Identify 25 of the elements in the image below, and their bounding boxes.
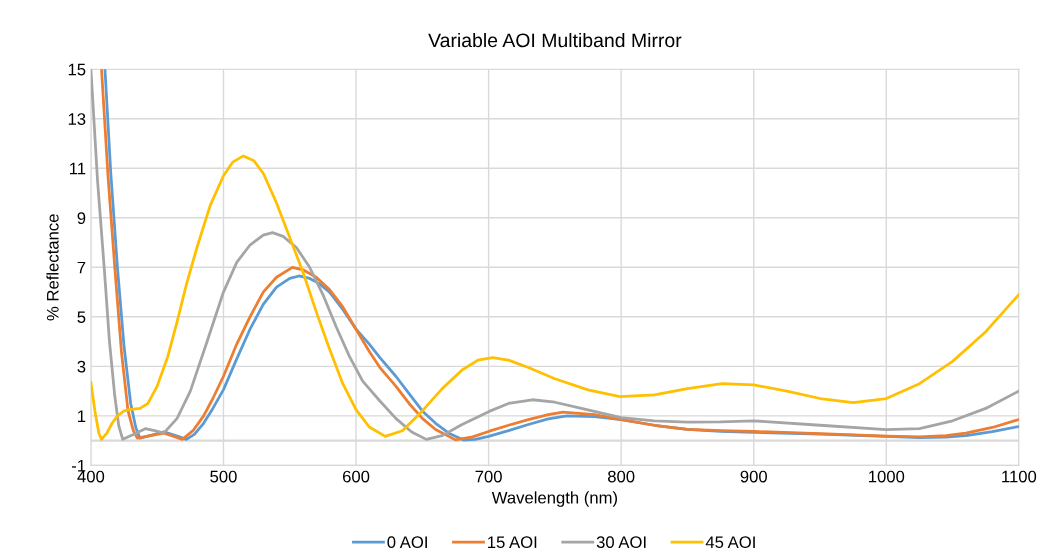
legend-label: 0 AOI [387, 536, 427, 549]
y-axis-title: % Reflectance [46, 214, 59, 321]
x-tick-label: 700 [475, 470, 502, 483]
x-tick-label: 1100 [1002, 470, 1037, 483]
chart-title: Variable AOI Multiband Mirror [428, 32, 682, 48]
y-tick-label: 9 [77, 212, 86, 224]
y-tick-label: 1 [78, 410, 86, 422]
legend-label: 15 AOI [488, 536, 537, 549]
x-tick-label: 1000 [869, 470, 905, 483]
y-tick-label: -1 [71, 459, 86, 472]
x-tick-label: 500 [210, 470, 237, 483]
y-tick-label: 13 [68, 113, 86, 125]
y-tick-label: 11 [70, 162, 86, 175]
y-tick-label: 3 [77, 360, 86, 373]
legend-label: 45 AOI [705, 536, 755, 549]
x-tick-label: 900 [740, 470, 767, 483]
x-axis-title: Wavelength (nm) [491, 491, 617, 507]
legend-label: 30 AOI [596, 536, 646, 549]
x-tick-label: 400 [77, 470, 105, 483]
x-tick-label: 600 [342, 470, 370, 483]
x-tick-label: 800 [608, 470, 635, 483]
line-series [90, 154, 1019, 441]
y-tick-label: 7 [77, 261, 86, 274]
y-tick-label: 5 [77, 311, 86, 324]
y-tick-label: 15 [68, 63, 86, 76]
